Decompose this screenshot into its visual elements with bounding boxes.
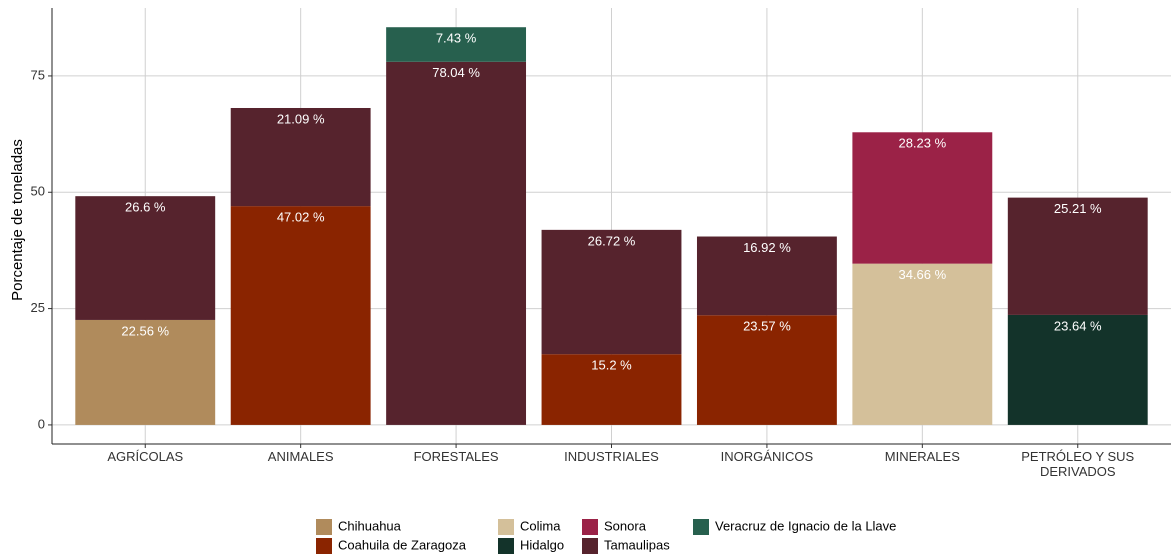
value-label: 22.56 %	[121, 323, 169, 338]
y-axis-title: Porcentaje de toneladas	[9, 139, 26, 301]
legend-swatch	[582, 519, 598, 535]
x-tick-label: PETRÓLEO Y SUS DERIVADOS	[1021, 449, 1135, 479]
legend-swatch	[582, 538, 598, 554]
bar-segment	[386, 27, 527, 62]
value-label: 26.6 %	[125, 200, 166, 215]
bar-segment	[230, 206, 371, 425]
legend-label: Coahuila de Zaragoza	[338, 537, 467, 552]
legend-label: Colima	[520, 518, 561, 533]
legend-label: Sonora	[604, 518, 647, 533]
legend-label: Tamaulipas	[604, 537, 670, 552]
legend-label: Chihuahua	[338, 518, 402, 533]
x-tick-label: INDUSTRIALES	[564, 449, 659, 464]
bar-segment	[75, 196, 216, 320]
y-tick-label: 25	[31, 300, 45, 315]
y-tick-label: 75	[31, 67, 45, 82]
legend-label: Hidalgo	[520, 537, 564, 552]
value-label: 23.57 %	[743, 319, 791, 334]
legend-swatch	[498, 538, 514, 554]
value-label: 47.02 %	[277, 210, 325, 225]
bar-segment	[1007, 197, 1148, 315]
bar-segment	[386, 61, 527, 425]
value-label: 21.09 %	[277, 111, 325, 126]
bar-segment	[696, 315, 837, 425]
value-label: 23.64 %	[1054, 318, 1102, 333]
x-tick-label: AGRÍCOLAS	[107, 449, 184, 464]
legend-swatch	[316, 519, 332, 535]
y-tick-label: 50	[31, 184, 45, 199]
legend-swatch	[498, 519, 514, 535]
legend-swatch	[693, 519, 709, 535]
value-label: 28.23 %	[898, 136, 946, 151]
bar-segment	[75, 319, 216, 425]
legend-swatch	[316, 538, 332, 554]
value-label: 7.43 %	[436, 31, 477, 46]
bar-segment	[1007, 314, 1148, 425]
bar-segment	[230, 107, 371, 207]
value-label: 25.21 %	[1054, 201, 1102, 216]
value-label: 34.66 %	[898, 267, 946, 282]
bar-segment	[541, 354, 682, 425]
x-tick-label: ANIMALES	[267, 449, 334, 464]
bar-segment	[852, 132, 993, 264]
y-tick-label: 0	[38, 416, 45, 431]
bar-segment	[541, 229, 682, 355]
bar-segment	[696, 236, 837, 316]
bar-segment	[852, 263, 993, 425]
value-label: 78.04 %	[432, 65, 480, 80]
x-tick-label: FORESTALES	[413, 449, 499, 464]
x-tick-label: MINERALES	[884, 449, 960, 464]
x-tick-label: INORGÁNICOS	[720, 449, 814, 464]
value-label: 15.2 %	[591, 358, 632, 373]
value-label: 26.72 %	[588, 233, 636, 248]
legend-label: Veracruz de Ignacio de la Llave	[715, 518, 896, 533]
value-label: 16.92 %	[743, 240, 791, 255]
